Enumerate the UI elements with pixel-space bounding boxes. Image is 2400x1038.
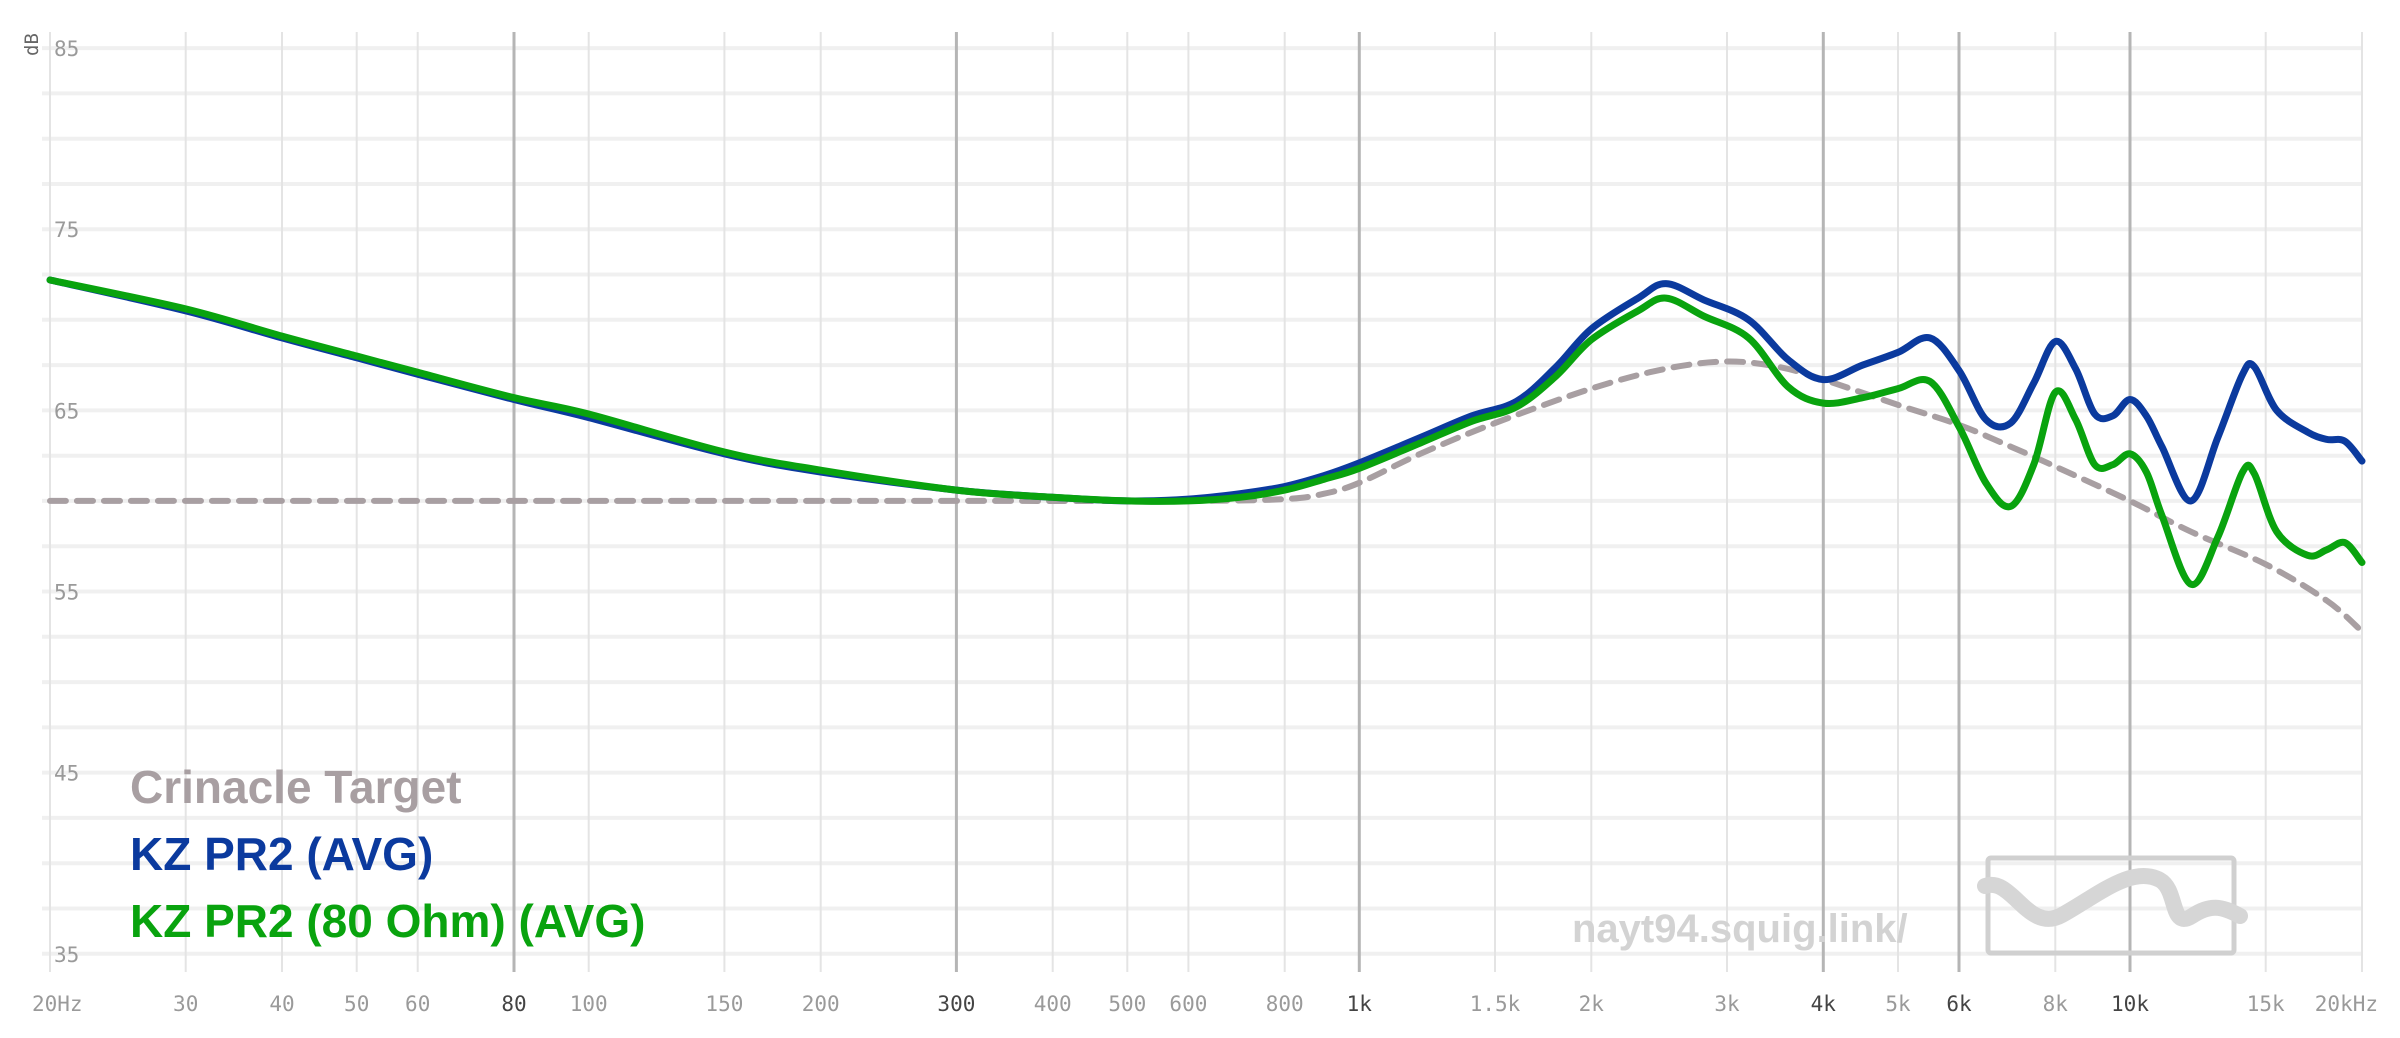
x-tick-label-60: 60 — [405, 992, 430, 1016]
legend-entry-kz-pr2-80ohm-avg: KZ PR2 (80 Ohm) (AVG) — [130, 895, 645, 947]
watermark-logo — [1977, 855, 2248, 956]
x-tick-label-8k: 8k — [2043, 992, 2069, 1016]
y-tick-label-85: 85 — [54, 37, 79, 61]
x-tick-label-4k: 4k — [1811, 992, 1837, 1016]
x-tick-label-30: 30 — [173, 992, 198, 1016]
x-tick-label-400: 400 — [1034, 992, 1072, 1016]
x-tick-label-100: 100 — [570, 992, 608, 1016]
series-line-crinacle-target — [47, 358, 2365, 635]
x-tick-label-3k: 3k — [1714, 992, 1740, 1016]
x-tick-label-600: 600 — [1169, 992, 1207, 1016]
y-tick-label-75: 75 — [54, 218, 79, 242]
x-tick-label-2k: 2k — [1579, 992, 1605, 1016]
legend-entry-kz-pr2-avg: KZ PR2 (AVG) — [130, 828, 433, 880]
x-tick-label-5k: 5k — [1885, 992, 1911, 1016]
x-tick-label-20khz: 20kHz — [2315, 992, 2378, 1016]
x-tick-label-1-5k: 1.5k — [1470, 992, 1521, 1016]
y-tick-label-45: 45 — [54, 762, 79, 786]
x-tick-label-10k: 10k — [2111, 992, 2149, 1016]
x-tick-label-6k: 6k — [1946, 992, 1972, 1016]
series-lines — [46, 276, 2366, 635]
series-line-kz-pr2-80-ohm-avg — [46, 276, 2366, 588]
y-tick-label-55: 55 — [54, 581, 79, 605]
x-tick-label-15k: 15k — [2247, 992, 2285, 1016]
x-tick-label-80: 80 — [501, 992, 526, 1016]
x-tick-labels: 20Hz 30 40 50 60 80 100 150 200 300 400 500 600 800 1k… — [32, 992, 2378, 1016]
legend: Crinacle Target KZ PR2 (AVG) KZ PR2 (80 … — [130, 761, 645, 947]
watermark-url: nayt94.squig.link/ — [1572, 907, 1908, 951]
y-tick-label-65: 65 — [54, 399, 79, 423]
y-tick-labels: 85 75 65 55 45 35 — [54, 37, 79, 967]
x-tick-label-20hz: 20Hz — [32, 992, 83, 1016]
y-tick-label-35: 35 — [54, 943, 79, 967]
x-tick-label-300: 300 — [937, 992, 975, 1016]
x-tick-label-800: 800 — [1266, 992, 1304, 1016]
x-tick-label-50: 50 — [344, 992, 369, 1016]
x-tick-label-500: 500 — [1108, 992, 1146, 1016]
y-axis-unit-label: dB — [21, 33, 43, 56]
x-tick-label-200: 200 — [802, 992, 840, 1016]
series-line-kz-pr2-avg — [46, 276, 2366, 505]
legend-entry-crinacle-target: Crinacle Target — [130, 761, 461, 813]
x-tick-label-1k: 1k — [1347, 992, 1373, 1016]
x-tick-label-40: 40 — [269, 992, 294, 1016]
x-tick-label-150: 150 — [705, 992, 743, 1016]
